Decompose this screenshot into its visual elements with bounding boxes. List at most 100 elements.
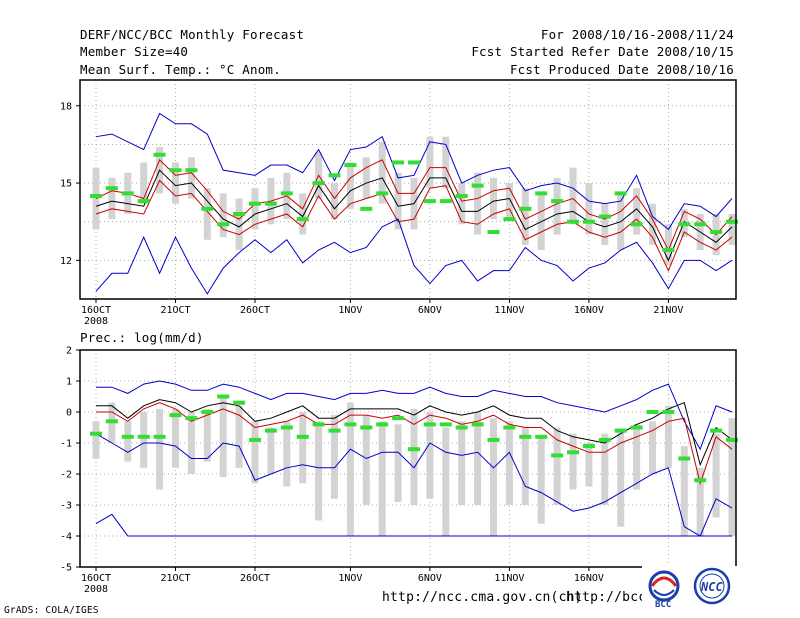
- member-range-bar: [187, 412, 195, 474]
- member-range-bar: [172, 408, 179, 468]
- obs-marker: [408, 160, 420, 165]
- series-line-min: [95, 218, 733, 295]
- obs-marker: [551, 199, 564, 204]
- obs-marker: [121, 191, 134, 196]
- member-range-bar: [442, 427, 450, 536]
- obs-marker: [455, 193, 468, 198]
- obs-marker: [360, 206, 373, 211]
- x-tick-label: 11NOV: [494, 305, 524, 316]
- bcc-url[interactable]: http://bcc.: [566, 590, 655, 605]
- obs-marker: [312, 422, 325, 427]
- member-range-bar: [346, 402, 354, 536]
- x-tick-label: 1NOV: [338, 305, 362, 316]
- member-range-bar: [92, 421, 100, 459]
- obs-marker: [694, 222, 707, 227]
- obs-marker: [233, 211, 246, 216]
- obs-marker: [249, 201, 261, 206]
- obs-marker: [630, 425, 643, 430]
- bcc-logo-text: BCC: [655, 600, 671, 610]
- member-range-bar: [601, 433, 609, 505]
- obs-marker: [376, 191, 389, 196]
- obs-marker: [376, 422, 389, 427]
- produced-date-label: Fcst Produced Date 2008/10/16: [509, 62, 734, 77]
- obs-marker: [487, 230, 500, 235]
- member-range-bar: [219, 193, 227, 238]
- obs-marker: [582, 444, 595, 449]
- obs-marker: [90, 193, 102, 198]
- series-line-min: [95, 433, 733, 537]
- member-range-bar: [553, 427, 561, 505]
- obs-marker: [105, 186, 118, 191]
- x-tick-label: 6NOV: [418, 573, 442, 584]
- series-line-lower: [96, 402, 733, 486]
- member-range-bar: [521, 188, 529, 245]
- member-range-bar: [505, 183, 513, 220]
- member-range-bar: [203, 408, 211, 462]
- x-tick-label: 16OCT: [81, 305, 111, 316]
- member-range-bar: [569, 433, 577, 490]
- obs-marker: [408, 447, 420, 452]
- obs-marker: [312, 181, 325, 186]
- obs-marker: [360, 425, 373, 430]
- member-range-bar: [664, 405, 672, 468]
- obs-marker: [630, 222, 643, 227]
- obs-marker: [646, 410, 659, 414]
- x-tick-label: 1NOV: [338, 573, 362, 584]
- member-range-bar: [728, 213, 736, 245]
- obs-marker: [233, 400, 246, 405]
- member-range-bar: [108, 177, 116, 220]
- obs-marker: [392, 160, 405, 165]
- member-range-bar: [315, 421, 323, 521]
- obs-marker: [169, 413, 182, 418]
- series-line-lower: [95, 179, 733, 272]
- obs-marker: [598, 437, 611, 442]
- x-tick-label: 21NOV: [653, 305, 683, 316]
- member-range-bar: [410, 408, 418, 505]
- member-range-bar: [569, 167, 577, 225]
- member-size-label: Member Size=40: [80, 44, 189, 59]
- obs-marker: [185, 416, 198, 421]
- ncc-url[interactable]: http://ncc.cma.gov.cn(ch): [382, 590, 583, 605]
- member-range-bar: [331, 183, 338, 220]
- x-tick-label: 16NOV: [574, 305, 604, 316]
- x-tick-label: 26OCT: [240, 305, 270, 316]
- x-tick-label: 26OCT: [240, 573, 270, 584]
- member-range-bar: [490, 418, 497, 536]
- member-range-bar: [474, 412, 482, 505]
- obs-marker: [344, 163, 357, 168]
- member-range-bar: [235, 405, 243, 468]
- member-range-bar: [728, 418, 736, 536]
- obs-marker: [487, 437, 500, 442]
- obs-marker: [296, 217, 309, 222]
- obs-marker: [344, 422, 357, 427]
- obs-marker: [264, 201, 277, 206]
- member-range-bar: [378, 141, 386, 204]
- x-tick-label: 16NOV: [574, 573, 604, 584]
- member-range-bar: [633, 188, 641, 235]
- plot-frame: [79, 79, 737, 300]
- x-year-label: 2008: [84, 316, 108, 327]
- member-range-bar: [553, 177, 561, 235]
- obs-marker: [423, 199, 436, 204]
- obs-marker: [455, 425, 468, 430]
- x-tick-label: 16OCT: [81, 573, 111, 584]
- member-range-bar: [426, 412, 434, 499]
- precip-title: Prec.: log(mm/d): [80, 330, 204, 345]
- series-line-max: [96, 380, 733, 451]
- obs-marker: [710, 428, 723, 433]
- member-range-bar: [617, 430, 625, 527]
- obs-marker: [201, 206, 214, 211]
- obs-marker: [249, 437, 261, 442]
- obs-marker: [614, 191, 627, 196]
- obs-marker: [567, 219, 579, 224]
- member-range-bar: [394, 424, 402, 502]
- obs-marker: [551, 453, 564, 458]
- plot-frame: [79, 349, 737, 568]
- obs-marker: [328, 173, 341, 178]
- member-range-bar: [251, 421, 259, 484]
- y-tick-label: 1: [66, 377, 72, 388]
- obs-marker: [678, 222, 691, 227]
- obs-marker: [423, 422, 436, 427]
- y-tick-label: 2: [66, 346, 72, 357]
